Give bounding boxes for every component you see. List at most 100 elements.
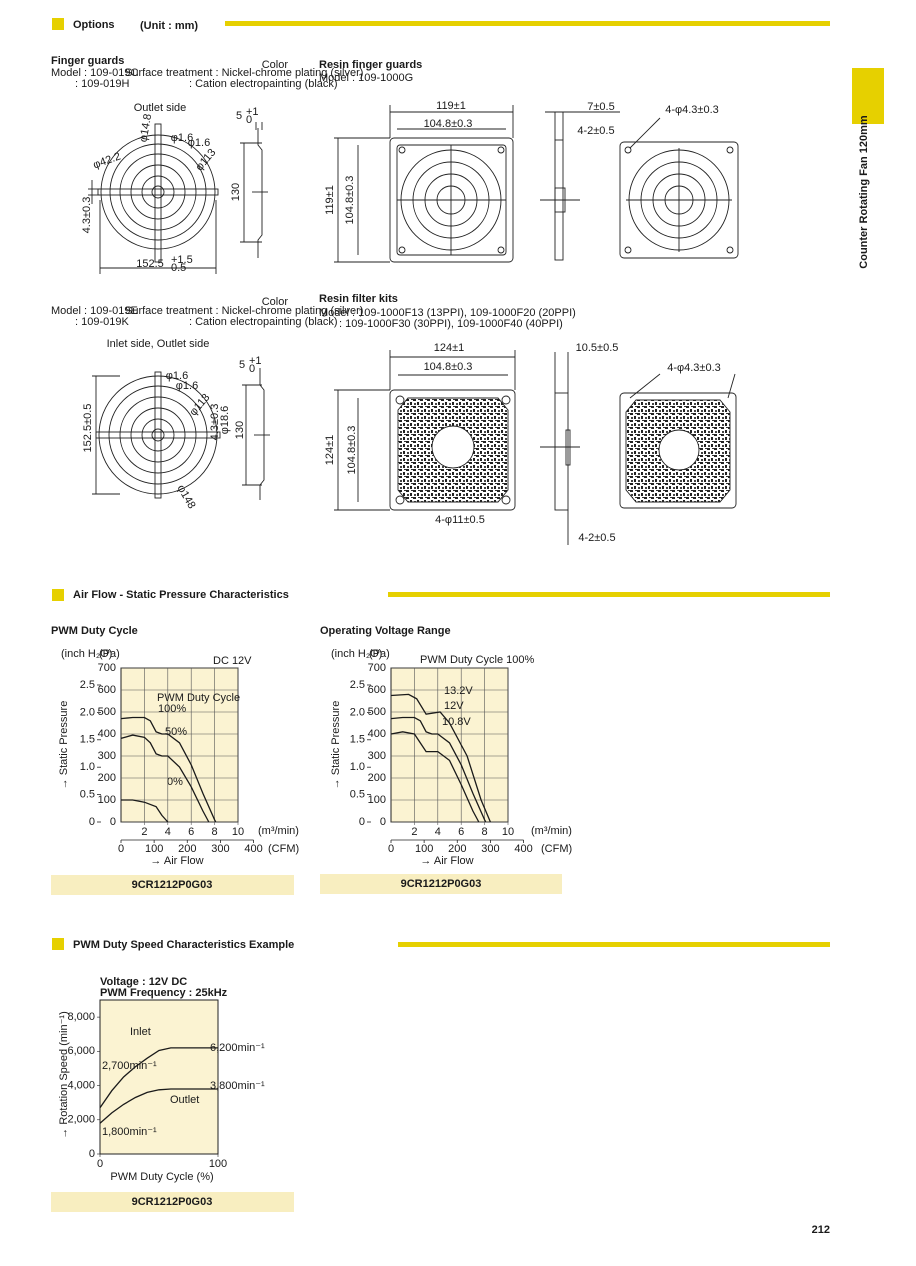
series-label: 0%	[167, 776, 183, 788]
dimension-label: 0	[246, 114, 252, 126]
model-box	[51, 875, 294, 895]
dimension-label: φ148	[175, 483, 198, 511]
unit: (inch H₂O)	[331, 648, 382, 660]
side-tab	[852, 68, 884, 124]
x2-tick-label: 100	[415, 843, 433, 855]
series-line	[390, 693, 491, 823]
dimension-label: 119±1	[436, 100, 466, 112]
dimension-label: 0	[249, 363, 255, 375]
dimension-label: 10.5±0.5	[576, 342, 619, 354]
series-label: 50%	[165, 726, 187, 738]
y-tick-label: 500	[98, 706, 116, 718]
dimension-label: 4-2±0.5	[577, 125, 614, 137]
unit: (CFM)	[268, 843, 299, 855]
y-tick-label: 200	[98, 772, 116, 784]
y-tick-label: 600	[98, 684, 116, 696]
x-axis-label: PWM Duty Cycle (%)	[110, 1171, 213, 1183]
model-line: : 109-019H	[75, 78, 129, 90]
unit: (Pa)	[99, 648, 120, 660]
x2-tick-label: 400	[514, 843, 532, 855]
y2-tick-label: 1.5	[80, 734, 95, 746]
dimension-label: 5	[236, 110, 242, 122]
x-tick-label: 10	[502, 826, 514, 838]
view-label: Inlet side, Outlet side	[107, 338, 210, 350]
series-line	[99, 1047, 218, 1109]
dimension-label: 104.8±0.3	[424, 361, 473, 373]
series-line	[121, 799, 169, 823]
dimension-label: 4.3±0.3	[209, 404, 221, 441]
dimension-label: 130	[234, 421, 246, 439]
y-tick-label: 500	[368, 706, 386, 718]
y2-tick-label: 0	[359, 816, 365, 828]
page-number: 212	[812, 1224, 830, 1236]
x-tick-label: 2	[141, 826, 147, 838]
x2-tick-label: 0	[118, 843, 124, 855]
condition: PWM Duty Cycle 100%	[420, 654, 535, 666]
annotation: 2,700min⁻¹	[102, 1060, 157, 1072]
resin-filter-kit-drawing	[334, 350, 737, 545]
dimension-label: +1.5	[171, 254, 193, 266]
series-line	[390, 731, 480, 823]
finger-guard-drawing	[88, 122, 268, 274]
y-tick-label: 600	[368, 684, 386, 696]
dimension-label: 4-φ4.3±0.3	[667, 362, 721, 374]
y2-tick-label: 1.0	[80, 761, 95, 773]
x-tick-label: 2	[411, 826, 417, 838]
model-label: 9CR1212P0G03	[132, 1196, 213, 1208]
y-axis-label: → Static Pressure	[58, 701, 70, 790]
y2-tick-label: 1.5	[350, 734, 365, 746]
view-label: Outlet side	[134, 102, 187, 114]
y-axis-label: → Static Pressure	[330, 701, 342, 790]
plot-area	[99, 999, 219, 1155]
series-line	[390, 716, 487, 823]
chart-title: PWM Duty Cycle	[51, 625, 138, 637]
series-line	[120, 716, 217, 823]
dimension-label: φ1.6	[171, 132, 193, 144]
x2-tick-label: 200	[448, 843, 466, 855]
x2-tick-label: 300	[211, 843, 229, 855]
y2-tick-label: 0.5	[350, 789, 365, 801]
dimension-label: φ14.8	[138, 113, 155, 143]
x-tick-label: 8	[212, 826, 218, 838]
block-title: Resin filter kits	[319, 293, 398, 305]
dimension-label: φ18.6	[219, 406, 231, 435]
dimension-label: 7±0.5	[587, 101, 614, 113]
unit: (m³/min)	[258, 825, 299, 837]
series-label: Inlet	[130, 1026, 151, 1038]
dimension-label: 152.5±0.5	[82, 404, 94, 453]
y-tick-label: 2,000	[67, 1114, 95, 1126]
color-label: Color	[262, 296, 289, 308]
x-axis-label: → Air Flow	[150, 855, 203, 867]
x2-tick-label: 100	[145, 843, 163, 855]
plot-area	[120, 667, 239, 823]
dimension-label: 4-φ11±0.5	[435, 514, 485, 526]
model-line: : Cation electropainting (black)	[189, 316, 338, 328]
y2-tick-label: 2.0	[350, 706, 365, 718]
y-tick-label: 6,000	[67, 1045, 95, 1057]
y2-tick-label: 0	[89, 816, 95, 828]
annotation: 6,200min⁻¹	[210, 1042, 265, 1054]
model-line: : Cation electropainting (black)	[189, 78, 338, 90]
x-tick-label: 100	[209, 1158, 227, 1170]
unit-note: (Unit : mm)	[140, 20, 198, 32]
unit: (inch H₂O)	[61, 648, 112, 660]
y-tick-label: 400	[98, 728, 116, 740]
section-title: Options	[73, 19, 115, 31]
section-title: Air Flow - Static Pressure Characteristi…	[73, 589, 289, 601]
dimension-label: 4.3±0.3	[81, 197, 93, 234]
heading-square	[52, 18, 64, 30]
model-line: Model : 109-019E	[51, 305, 138, 317]
model-line: Model : 109-1000F13 (13PPI), 109-1000F20…	[319, 307, 576, 319]
condition: DC 12V	[213, 655, 252, 667]
y-tick-label: 8,000	[67, 1011, 95, 1023]
y-tick-label: 300	[368, 750, 386, 762]
y-tick-label: 100	[368, 794, 386, 806]
model-line: : 109-1000F30 (30PPI), 109-1000F40 (40PP…	[339, 318, 563, 330]
y-tick-label: 0	[89, 1148, 95, 1160]
model-line: Surface treatment : Nickel-chrome platin…	[125, 67, 363, 79]
y-tick-label: 700	[368, 662, 386, 674]
x-tick-label: 4	[435, 826, 441, 838]
x2-tick-label: 0	[388, 843, 394, 855]
block-title: Resin finger guards	[319, 59, 422, 71]
